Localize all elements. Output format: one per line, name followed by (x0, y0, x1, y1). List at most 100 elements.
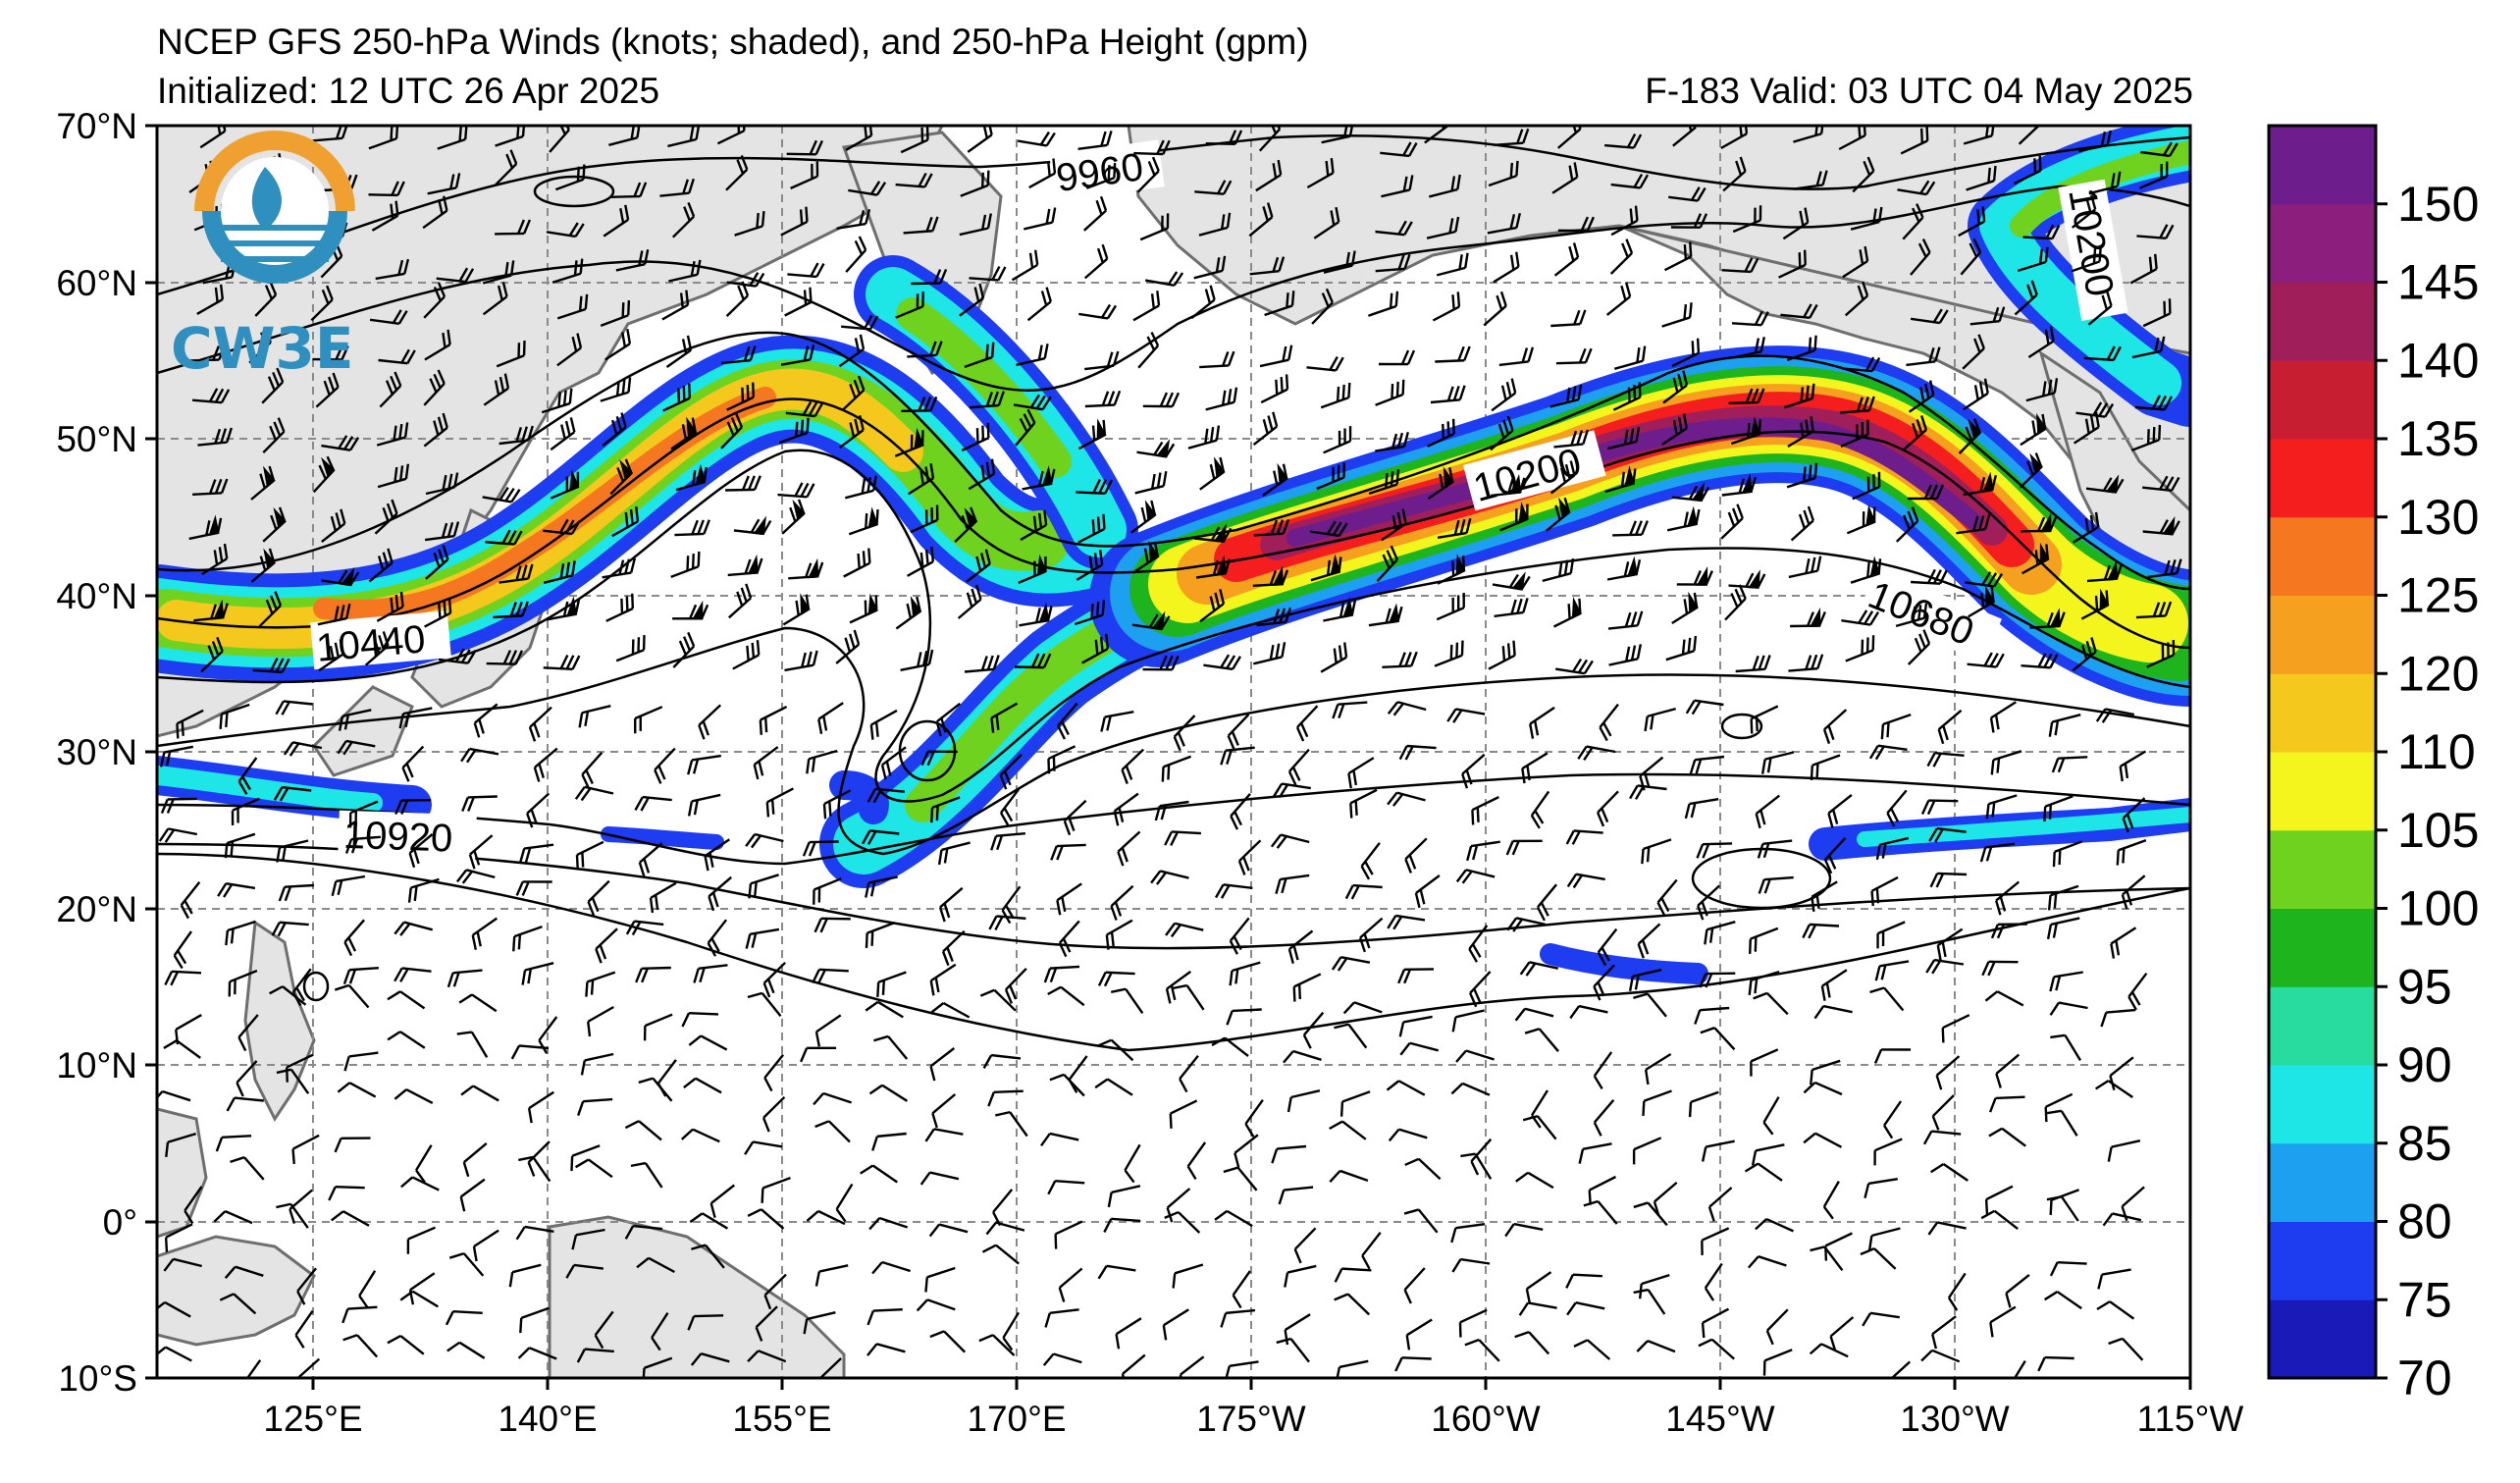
wind-barb (1470, 1138, 1493, 1176)
wind-barb (2046, 917, 2080, 940)
wind-barb (1360, 842, 1381, 880)
wind-barb (446, 969, 483, 988)
wind-barb (160, 797, 197, 814)
wind-barb (337, 1082, 377, 1098)
wind-barb (1721, 473, 1757, 497)
wind-barb (1142, 392, 1181, 408)
wind-barb (930, 796, 961, 823)
wind-barb (1790, 607, 1826, 628)
wind-barb (1133, 139, 1171, 156)
wind-barb (935, 702, 962, 737)
wind-barb (1018, 554, 1047, 585)
wind-barb (1193, 255, 1227, 280)
wind-barb (1493, 251, 1520, 284)
wind-barb (180, 880, 201, 920)
wind-barb (163, 1257, 202, 1272)
wind-barb (2073, 511, 2100, 544)
wind-barb (2050, 1033, 2082, 1062)
wind-barb (1302, 1011, 1325, 1049)
contour-10080 (157, 185, 2190, 392)
wind-barb (802, 840, 839, 857)
wind-barb (901, 396, 938, 412)
wind-barb (1724, 584, 1747, 621)
wind-barb (401, 745, 425, 782)
wind-barb (2110, 927, 2137, 959)
wind-barb (1985, 794, 2018, 820)
wind-barb (964, 655, 1000, 673)
wind-barb (2140, 141, 2179, 158)
wind-barb (338, 709, 372, 731)
wind-barb (165, 1132, 197, 1158)
wind-barb (445, 1309, 483, 1326)
wind-barb (371, 200, 399, 232)
wind-barb (1103, 1217, 1141, 1233)
wind-barb (213, 1210, 253, 1225)
wind-barb (1056, 882, 1082, 916)
jet-patch-west (601, 826, 724, 850)
wind-barb (1050, 843, 1086, 861)
wind-barb (1573, 1339, 1611, 1360)
wind-barb (499, 425, 534, 446)
wind-barb (708, 875, 732, 912)
wind-barb (1234, 1134, 1259, 1168)
wind-barb (485, 529, 523, 546)
chart-title: NCEP GFS 250-hPa Winds (knots; shaded), … (157, 22, 1309, 62)
wind-barb (725, 154, 749, 191)
wind-barb (691, 1244, 725, 1269)
wind-barb (600, 377, 632, 402)
wind-barb (1565, 1273, 1602, 1289)
wind-barb (1026, 287, 1052, 322)
wind-barb (1432, 291, 1461, 322)
wind-barb (415, 1144, 433, 1184)
wind-barb (1483, 291, 1507, 327)
wind-barb (1566, 1300, 1605, 1316)
wind-barb (1931, 1094, 1955, 1131)
wind-barb (1609, 238, 1634, 275)
wind-barb (680, 1128, 720, 1143)
wind-barb (164, 970, 202, 986)
wind-barb (675, 463, 708, 492)
wind-barb (671, 201, 696, 238)
wind-barb (1641, 838, 1672, 865)
wind-barb (1404, 837, 1428, 874)
wind-barb (1321, 126, 1354, 144)
wind-barb (1376, 545, 1398, 583)
wind-barb (869, 709, 898, 740)
wind-barb (422, 195, 448, 230)
wind-barb (551, 258, 584, 284)
wind-barb (521, 962, 554, 985)
wind-barb (341, 1305, 378, 1324)
wind-barb (1461, 753, 1486, 789)
wind-barb (193, 599, 229, 622)
wind-barb (1130, 500, 1157, 534)
wind-barb (690, 1352, 730, 1366)
wind-barb (595, 927, 618, 964)
wind-barb (1017, 131, 1056, 147)
wind-barb (780, 206, 809, 237)
wind-barb (1811, 880, 1838, 912)
wind-barb (1244, 1099, 1264, 1138)
wind-barb (262, 417, 286, 453)
wind-barb (188, 514, 223, 541)
wind-barb (865, 921, 896, 948)
wind-barb (1057, 702, 1078, 740)
wind-barb (343, 1051, 379, 1072)
wind-barb (1375, 220, 1413, 237)
wind-barb (1524, 1028, 1559, 1052)
wind-barb (310, 285, 334, 322)
wind-barb (1137, 331, 1160, 369)
wind-barb (1381, 175, 1414, 198)
wind-barb (911, 268, 948, 286)
wind-barb (1466, 840, 1500, 862)
wind-barb (348, 800, 379, 828)
wind-barb (1464, 1338, 1500, 1362)
wind-barb (806, 749, 838, 774)
wind-barb (556, 333, 583, 367)
wind-barb (871, 1132, 907, 1151)
wind-barb (261, 367, 285, 404)
wind-barb (814, 917, 851, 933)
wind-barb (1491, 378, 1517, 412)
wind-barb (527, 1140, 551, 1177)
wind-barb (1671, 338, 1701, 368)
wind-barb (425, 545, 449, 580)
